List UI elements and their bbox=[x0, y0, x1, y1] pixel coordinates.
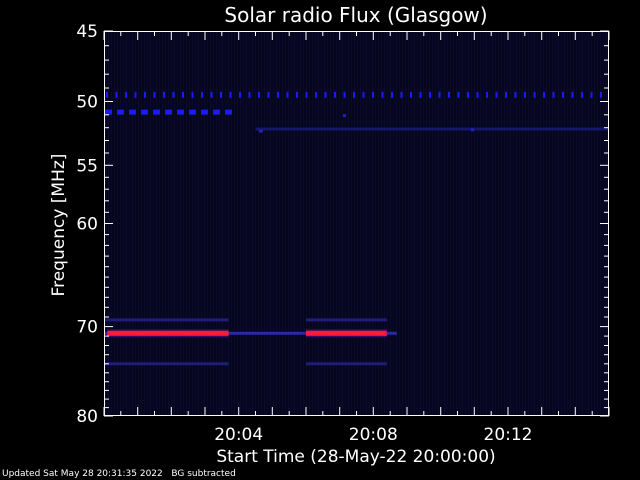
y-tick-label: 70 bbox=[76, 318, 98, 338]
band-dash bbox=[129, 109, 136, 115]
band-dot bbox=[362, 91, 365, 98]
x-tick-label: 20:08 bbox=[349, 425, 398, 445]
updated-timestamp: Updated Sat May 28 20:31:35 2022 bbox=[2, 469, 163, 479]
band-dot bbox=[467, 91, 469, 98]
band-dot bbox=[372, 91, 374, 98]
band-dot bbox=[476, 91, 479, 98]
band-core bbox=[107, 330, 229, 336]
x-axis-label: Start Time (28-May-22 20:00:00) bbox=[216, 447, 495, 467]
band-dot bbox=[258, 91, 260, 98]
band-dot bbox=[562, 91, 564, 98]
feature-line bbox=[306, 362, 387, 366]
feature-speckle bbox=[471, 128, 474, 132]
band-dot bbox=[410, 91, 412, 98]
band-dot bbox=[248, 91, 251, 98]
band-dot bbox=[115, 91, 118, 98]
feature-strong-band bbox=[107, 329, 229, 338]
plot-background bbox=[104, 31, 609, 416]
band-dot bbox=[505, 91, 507, 98]
feature-line bbox=[306, 318, 387, 322]
band-dot bbox=[343, 91, 346, 98]
band-dot bbox=[106, 91, 108, 98]
feature-line bbox=[104, 362, 229, 366]
band-dot bbox=[419, 91, 422, 98]
feature-speckle bbox=[343, 114, 346, 118]
band-dot bbox=[125, 91, 127, 98]
y-axis-label: Frequency [MHz] bbox=[49, 154, 69, 297]
band-dot bbox=[296, 91, 298, 98]
x-axis-ticks: 20:04 20:08 20:12 bbox=[103, 31, 610, 445]
band-dot bbox=[581, 91, 583, 98]
feature-speckle bbox=[258, 129, 263, 133]
feature-line bbox=[104, 331, 397, 335]
feature-dashed-band bbox=[105, 109, 232, 115]
x-tick-label: 20:12 bbox=[484, 425, 533, 445]
band-dot bbox=[533, 91, 536, 98]
band-core bbox=[306, 330, 387, 336]
band-dot bbox=[524, 91, 526, 98]
band-dot bbox=[267, 91, 270, 98]
signal-features bbox=[104, 91, 609, 366]
band-dash bbox=[213, 109, 220, 115]
band-dot bbox=[315, 91, 317, 98]
bg-subtracted-note: BG subtracted bbox=[171, 469, 236, 479]
y-tick-label: 80 bbox=[76, 407, 98, 427]
band-dot bbox=[495, 91, 498, 98]
band-dot bbox=[543, 91, 545, 98]
band-dot bbox=[144, 91, 146, 98]
band-dot bbox=[153, 91, 156, 98]
band-dot bbox=[514, 91, 517, 98]
band-dot bbox=[391, 91, 393, 98]
band-dot bbox=[277, 91, 279, 98]
x-tick-label: 20:04 bbox=[214, 425, 263, 445]
band-dot bbox=[353, 91, 355, 98]
y-axis-ticks: 45 50 55 60 70 80 bbox=[76, 22, 609, 427]
band-dash bbox=[225, 109, 232, 115]
feature-strong-band bbox=[306, 329, 387, 338]
band-dot bbox=[552, 91, 555, 98]
band-dash bbox=[153, 109, 160, 115]
band-dot bbox=[448, 91, 450, 98]
band-dot bbox=[286, 91, 289, 98]
footer-status: Updated Sat May 28 20:31:35 2022 BG subt… bbox=[2, 469, 236, 480]
band-dot bbox=[334, 91, 336, 98]
band-dot bbox=[201, 91, 203, 98]
feature-dotted-band bbox=[106, 91, 602, 98]
band-dot bbox=[457, 91, 460, 98]
y-tick-label: 55 bbox=[76, 156, 98, 176]
band-dot bbox=[486, 91, 488, 98]
feature-line bbox=[255, 127, 609, 131]
band-dot bbox=[400, 91, 403, 98]
band-dot bbox=[590, 91, 593, 98]
band-dot bbox=[239, 91, 241, 98]
band-dot bbox=[220, 91, 222, 98]
band-dot bbox=[305, 91, 308, 98]
band-dot bbox=[381, 91, 384, 98]
band-dot bbox=[163, 91, 165, 98]
band-dot bbox=[229, 91, 232, 98]
y-tick-label: 45 bbox=[76, 22, 98, 42]
band-dash bbox=[177, 109, 184, 115]
band-dash bbox=[165, 109, 172, 115]
band-dash bbox=[117, 109, 124, 115]
band-dot bbox=[134, 91, 137, 98]
band-dash bbox=[141, 109, 148, 115]
band-dash bbox=[189, 109, 196, 115]
band-dot bbox=[600, 91, 602, 98]
y-tick-label: 50 bbox=[76, 93, 98, 113]
band-dot bbox=[210, 91, 213, 98]
band-dash bbox=[201, 109, 208, 115]
band-dot bbox=[182, 91, 184, 98]
band-dot bbox=[429, 91, 431, 98]
band-dot bbox=[191, 91, 194, 98]
band-dot bbox=[438, 91, 441, 98]
feature-line bbox=[104, 318, 229, 322]
band-dot bbox=[571, 91, 574, 98]
band-dot bbox=[172, 91, 175, 98]
band-dot bbox=[324, 91, 327, 98]
band-dash bbox=[105, 109, 112, 115]
y-tick-label: 60 bbox=[76, 215, 98, 235]
chart-title: Solar radio Flux (Glasgow) bbox=[224, 3, 487, 27]
